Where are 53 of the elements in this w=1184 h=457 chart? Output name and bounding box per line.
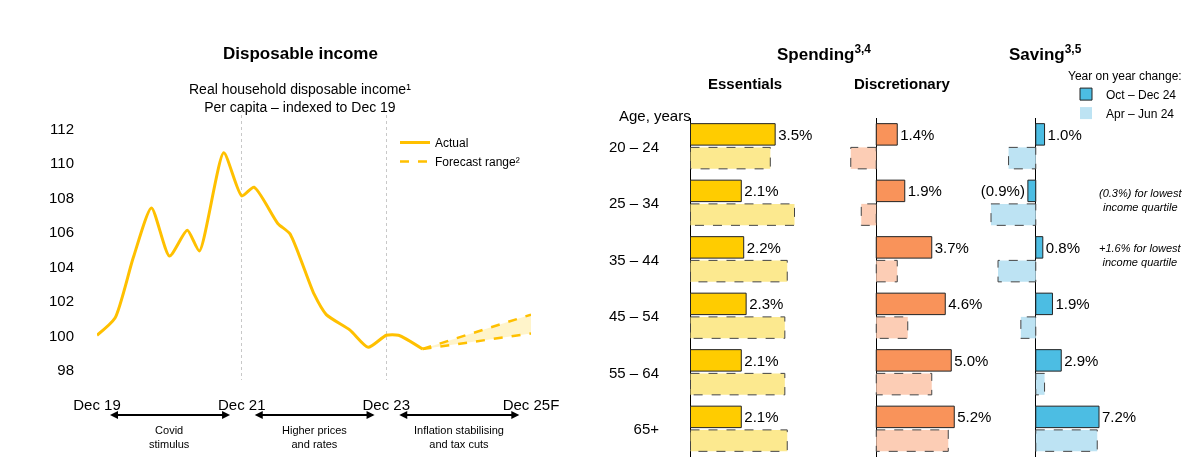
y-tick-label: 108 [48, 188, 74, 206]
y-tick-label: 25 – 34 [608, 194, 659, 211]
y-tick-label: 55 – 64 [608, 363, 659, 381]
data-label: 4.6% [948, 295, 983, 313]
data-label: 5.0% [954, 351, 989, 369]
data-label: (0.9%) [980, 182, 1025, 200]
x-tick-label: Dec 25F [502, 396, 560, 413]
x-tick-label: Dec 19 [73, 396, 121, 413]
data-label: 5.2% [957, 408, 992, 426]
y-tick-label: 20 – 24 [608, 137, 659, 155]
chart-subtitle: Discretionary [854, 75, 951, 92]
data-label: 2.1% [744, 182, 779, 200]
y-tick-label: 110 [50, 154, 74, 172]
text: +1.6% for lowest income quartile [1099, 242, 1182, 269]
data-label: 3.5% [778, 125, 813, 143]
legend-label: Apr – Jun 24 [1106, 106, 1175, 121]
data-label: 1.4% [900, 125, 935, 143]
y-tick-label: 98 [57, 360, 74, 378]
y-tick-label: 100 [48, 326, 74, 344]
text: (0.3%) for lowest income quartile [1099, 187, 1183, 214]
data-label: 1.9% [907, 182, 942, 200]
text: Inflation stabilising and tax cuts [414, 424, 504, 451]
data-label: 2.2% [746, 238, 781, 256]
data-label: 2.9% [1064, 351, 1099, 369]
y-tick-label: 65+ [633, 420, 660, 437]
data-label: 1.0% [1047, 125, 1082, 143]
data-label: 2.3% [749, 295, 784, 313]
chart-title: Spending$^{3,4}$ [777, 42, 872, 65]
legend-label: Forecast range² [435, 155, 520, 170]
legend-label: Oct – Dec 24 [1106, 87, 1177, 102]
data-label: 2.1% [744, 408, 779, 426]
text: Covid stimulus [149, 424, 190, 451]
y-tick-label: 104 [48, 257, 74, 275]
chart-title: Disposable income [223, 44, 378, 63]
chart-subtitle: Essentials [708, 75, 783, 92]
data-label: 0.8% [1045, 238, 1080, 256]
text: Higher prices and rates [282, 424, 348, 451]
y-tick-label: 35 – 44 [608, 250, 659, 268]
chart-subtitle: Real household disposable income¹ Per capita – indexed to Dec 19 [189, 81, 412, 116]
legend-label: Actual [435, 136, 469, 151]
data-label: 3.7% [934, 238, 969, 256]
y-axis-title: Age, years [619, 107, 691, 124]
y-tick-label: 106 [48, 223, 74, 241]
chart-title: Saving$^{3,5}$ [1009, 42, 1082, 65]
y-tick-label: 45 – 54 [608, 307, 659, 324]
legend-title: Year on year change: [1068, 68, 1182, 83]
x-tick-label: Dec 23 [362, 396, 411, 413]
y-tick-label: 102 [48, 292, 74, 310]
y-tick-label: 112 [50, 120, 74, 138]
x-tick-label: Dec 21 [217, 396, 266, 413]
data-label: 7.2% [1102, 408, 1137, 426]
data-label: 2.1% [744, 351, 779, 369]
data-label: 1.9% [1055, 295, 1090, 313]
